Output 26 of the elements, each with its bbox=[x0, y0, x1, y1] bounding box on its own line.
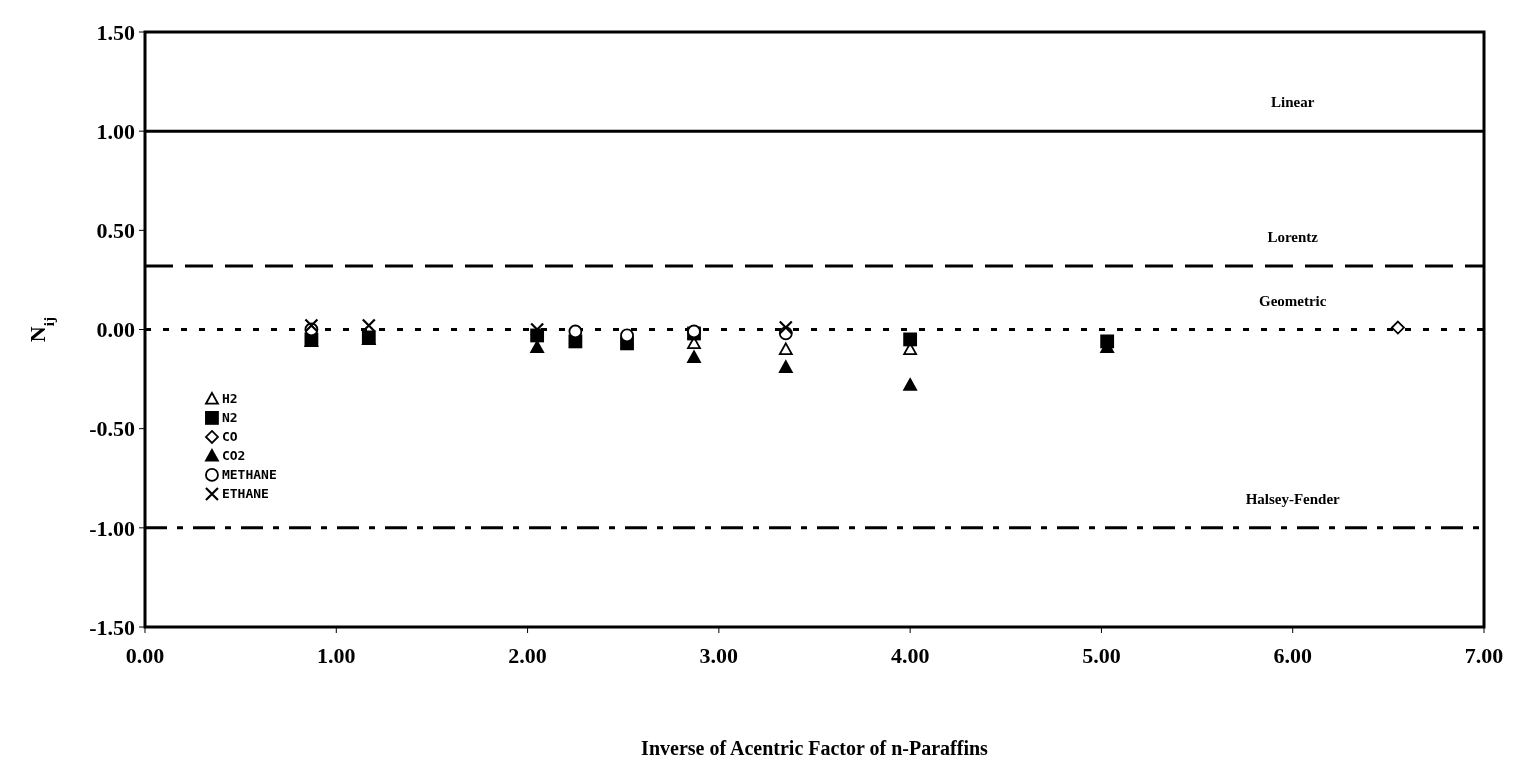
x-tick-label: 1.00 bbox=[317, 643, 356, 668]
y-tick-label: 1.50 bbox=[96, 19, 135, 45]
x-tick-label: 7.00 bbox=[1464, 643, 1504, 668]
legend-label: CO2 bbox=[221, 448, 246, 464]
legend-label: N2 bbox=[221, 410, 238, 426]
legend-label: CO bbox=[221, 429, 238, 445]
legend-label: ETHANE bbox=[221, 486, 269, 502]
x-tick-label: 5.00 bbox=[1082, 643, 1121, 668]
x-tick-label: 4.00 bbox=[890, 643, 930, 668]
x-tick-label: 2.00 bbox=[508, 643, 547, 668]
x-tick-label: 6.00 bbox=[1273, 643, 1312, 668]
y-tick-label: -1.00 bbox=[89, 515, 135, 541]
y-tick-label: 1.00 bbox=[96, 118, 135, 144]
y-tick-label: 0.50 bbox=[96, 218, 135, 244]
x-tick-label: 3.00 bbox=[699, 643, 739, 668]
y-tick-label: 0.00 bbox=[96, 317, 135, 343]
ref-line-label: Halsey-Fender bbox=[1245, 490, 1341, 507]
y-tick-label: -1.50 bbox=[89, 614, 135, 640]
ref-line-label: Geometric bbox=[1258, 292, 1327, 309]
legend-label: H2 bbox=[221, 391, 238, 407]
ref-line-label: Linear bbox=[1271, 94, 1315, 111]
ref-line-label: Lorentz bbox=[1267, 229, 1319, 246]
x-tick-label: 0.00 bbox=[125, 643, 165, 668]
x-axis-title: Inverse of Acentric Factor of n-Paraffins bbox=[641, 737, 989, 759]
legend-label: METHANE bbox=[221, 467, 277, 483]
y-tick-label: -0.50 bbox=[89, 416, 135, 442]
